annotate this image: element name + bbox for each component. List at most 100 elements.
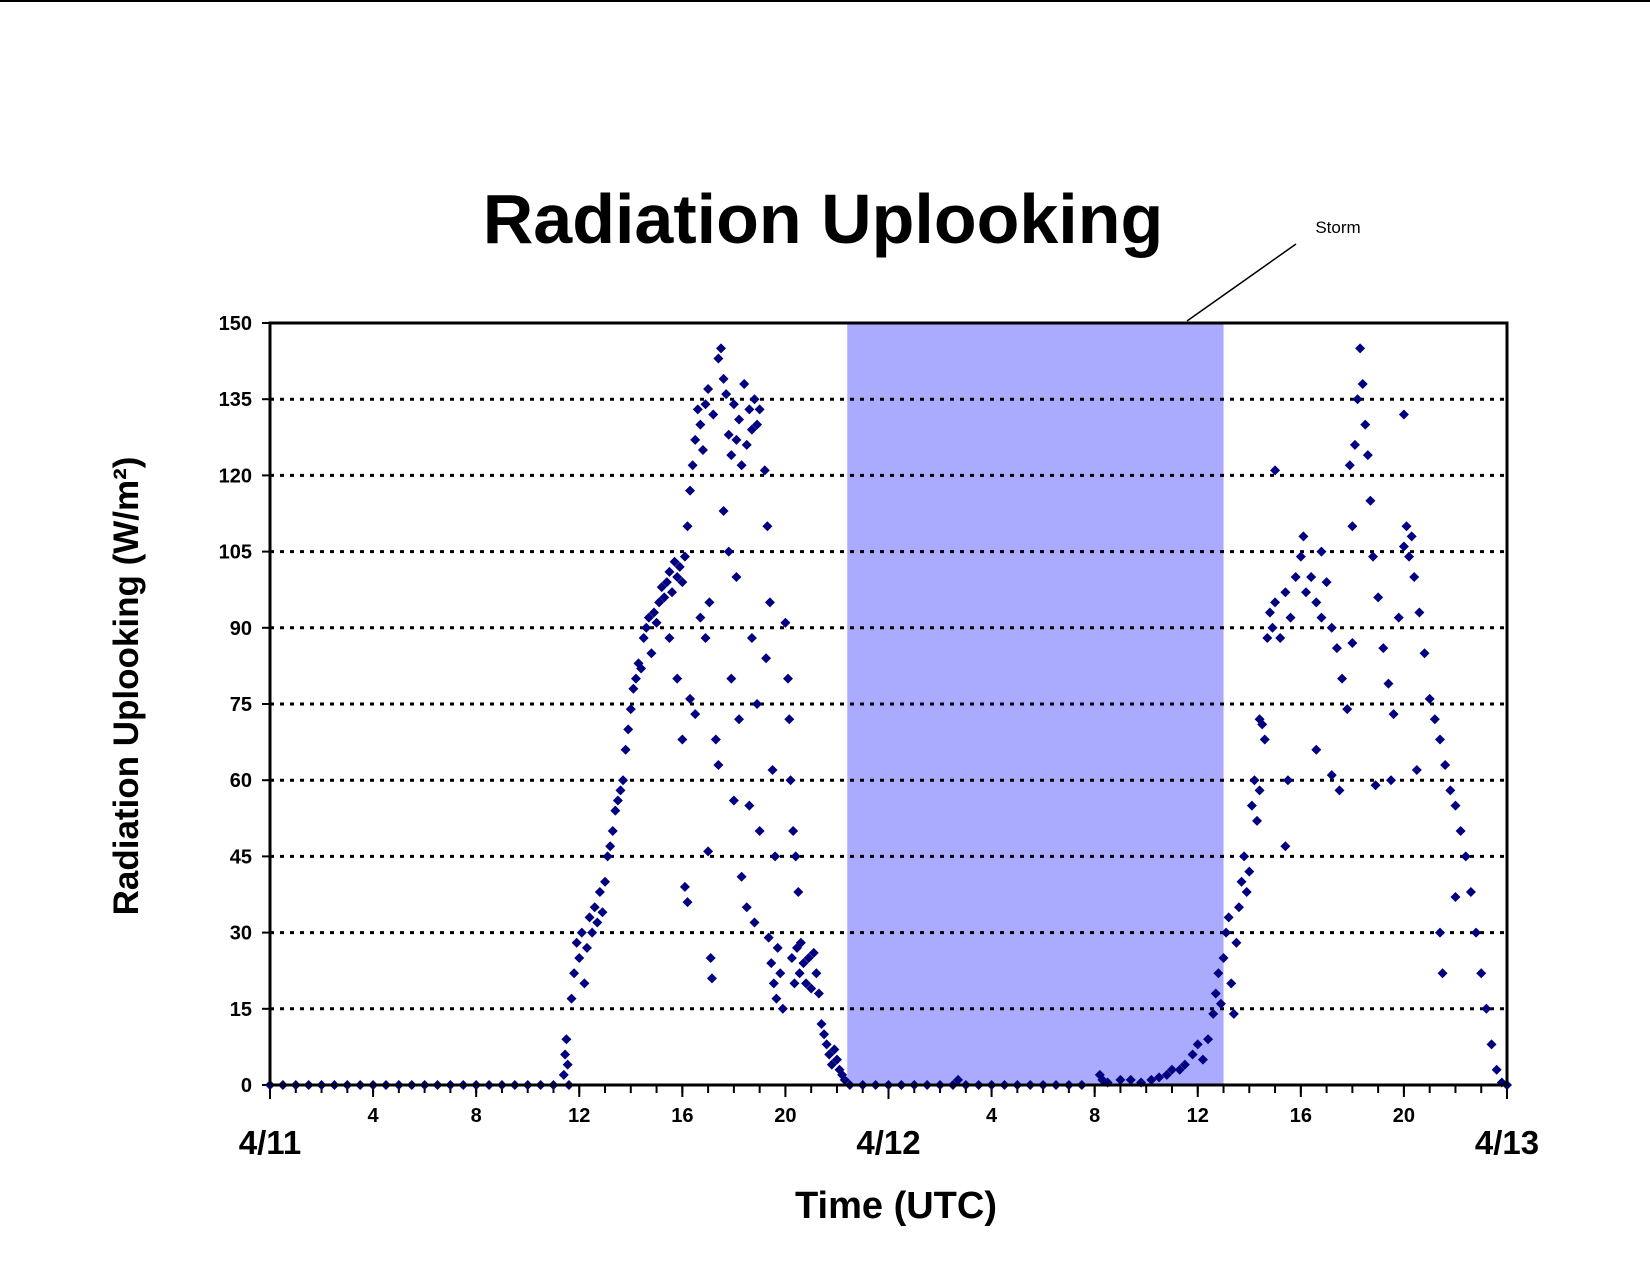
data-point bbox=[697, 445, 708, 455]
data-point bbox=[1231, 937, 1242, 948]
data-point bbox=[1228, 1008, 1239, 1019]
data-point bbox=[1347, 521, 1358, 532]
y-tick-label: 135 bbox=[219, 389, 252, 411]
data-point bbox=[1352, 394, 1363, 405]
data-point bbox=[1481, 1003, 1492, 1014]
data-point bbox=[749, 917, 760, 928]
data-point bbox=[824, 1049, 835, 1060]
data-point bbox=[581, 942, 592, 953]
y-tick-label: 90 bbox=[230, 618, 252, 640]
data-point bbox=[785, 775, 796, 786]
data-point bbox=[558, 1069, 569, 1080]
data-point bbox=[1386, 775, 1397, 786]
y-tick-label: 120 bbox=[219, 465, 252, 487]
data-point bbox=[1393, 612, 1404, 623]
data-point bbox=[1125, 1074, 1136, 1085]
data-point bbox=[706, 973, 717, 984]
data-point bbox=[1450, 800, 1461, 811]
data-point bbox=[723, 546, 734, 557]
data-point bbox=[1342, 704, 1353, 715]
data-point bbox=[561, 1034, 572, 1045]
y-tick-label: 60 bbox=[230, 770, 252, 792]
data-point bbox=[1434, 734, 1445, 745]
data-point bbox=[811, 968, 822, 979]
data-point bbox=[816, 1019, 827, 1030]
data-point bbox=[1434, 927, 1445, 938]
data-point bbox=[1161, 1069, 1172, 1080]
data-point bbox=[685, 485, 696, 496]
data-point bbox=[661, 577, 672, 588]
data-point bbox=[723, 429, 734, 440]
data-point bbox=[685, 693, 696, 704]
data-point bbox=[638, 632, 649, 643]
data-point bbox=[656, 582, 667, 593]
data-point bbox=[1424, 693, 1435, 704]
x-tick-label: 8 bbox=[471, 1105, 482, 1127]
data-point bbox=[789, 978, 800, 989]
data-point bbox=[728, 795, 739, 806]
data-point bbox=[1298, 531, 1309, 542]
data-point bbox=[1401, 521, 1412, 532]
data-point bbox=[1465, 886, 1476, 897]
data-point bbox=[1249, 775, 1260, 786]
data-point bbox=[768, 978, 779, 989]
data-point bbox=[1344, 460, 1355, 471]
data-point bbox=[651, 617, 662, 628]
data-point bbox=[1409, 572, 1420, 582]
x-tick-label: 16 bbox=[1290, 1105, 1312, 1127]
data-point bbox=[1355, 343, 1366, 354]
data-point bbox=[1460, 851, 1471, 862]
data-point bbox=[1215, 998, 1226, 1009]
data-point bbox=[829, 1044, 840, 1055]
data-point bbox=[741, 439, 752, 450]
x-axis-label: Time (UTC) bbox=[795, 1185, 997, 1227]
data-point bbox=[752, 699, 763, 709]
data-point bbox=[731, 434, 742, 445]
data-point bbox=[594, 886, 605, 897]
data-point bbox=[646, 648, 657, 659]
data-point bbox=[790, 851, 801, 862]
data-point bbox=[600, 876, 611, 887]
data-point bbox=[700, 632, 711, 643]
data-point bbox=[953, 1074, 964, 1085]
data-point bbox=[584, 912, 595, 923]
data-point bbox=[690, 709, 701, 720]
data-point bbox=[763, 932, 774, 943]
data-point bbox=[625, 704, 636, 715]
data-point bbox=[1246, 800, 1257, 811]
data-point bbox=[721, 389, 732, 400]
x-tick-label: 12 bbox=[568, 1105, 590, 1127]
data-point bbox=[1365, 495, 1376, 506]
data-point bbox=[736, 871, 747, 882]
data-point bbox=[700, 399, 711, 410]
data-point bbox=[759, 465, 770, 476]
data-point bbox=[813, 988, 824, 999]
data-point bbox=[731, 572, 742, 582]
data-point bbox=[677, 734, 688, 745]
data-point bbox=[713, 759, 724, 770]
data-point bbox=[761, 653, 772, 664]
data-point bbox=[602, 851, 613, 862]
data-point bbox=[1334, 785, 1345, 796]
data-point bbox=[677, 577, 688, 588]
data-point bbox=[664, 566, 675, 577]
data-point bbox=[744, 404, 755, 415]
data-point bbox=[1203, 1034, 1214, 1045]
data-point bbox=[1316, 612, 1327, 623]
data-point bbox=[607, 826, 618, 836]
data-point bbox=[562, 1059, 573, 1070]
data-point bbox=[754, 826, 765, 836]
data-point bbox=[1259, 734, 1270, 745]
data-point bbox=[826, 1059, 837, 1070]
y-tick-label: 30 bbox=[230, 923, 252, 945]
data-point bbox=[643, 612, 654, 623]
data-point bbox=[1226, 978, 1237, 989]
data-point bbox=[1388, 709, 1399, 720]
data-point bbox=[744, 800, 755, 811]
data-point bbox=[664, 632, 675, 643]
data-point bbox=[1326, 770, 1337, 781]
data-point bbox=[734, 714, 745, 725]
data-point bbox=[788, 826, 799, 836]
data-point bbox=[1267, 622, 1278, 633]
